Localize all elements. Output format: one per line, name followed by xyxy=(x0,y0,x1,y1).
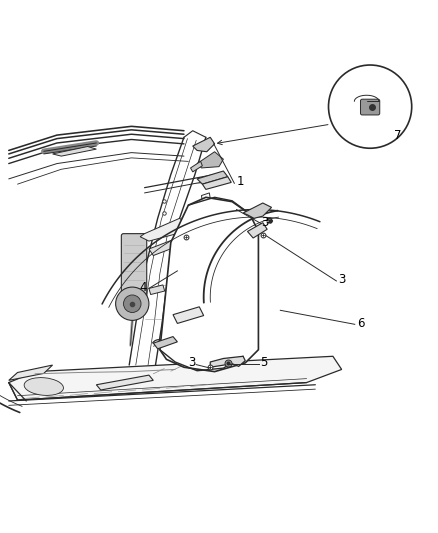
FancyBboxPatch shape xyxy=(360,99,380,115)
Polygon shape xyxy=(243,203,272,219)
Polygon shape xyxy=(9,365,53,381)
Text: 6: 6 xyxy=(357,317,364,330)
Polygon shape xyxy=(197,152,223,168)
Polygon shape xyxy=(149,285,165,295)
Text: 7: 7 xyxy=(394,130,402,142)
Polygon shape xyxy=(197,171,228,184)
Polygon shape xyxy=(193,138,215,152)
Circle shape xyxy=(124,295,141,312)
Text: 5: 5 xyxy=(260,357,268,369)
Text: 4: 4 xyxy=(139,281,147,294)
Text: 3: 3 xyxy=(339,273,346,286)
Polygon shape xyxy=(153,336,177,349)
Text: 3: 3 xyxy=(261,216,269,229)
Polygon shape xyxy=(160,197,258,372)
Text: 3: 3 xyxy=(188,357,196,369)
Circle shape xyxy=(328,65,412,148)
Text: 1: 1 xyxy=(237,175,244,189)
Polygon shape xyxy=(9,356,342,400)
Polygon shape xyxy=(149,238,182,255)
Polygon shape xyxy=(96,375,153,390)
Polygon shape xyxy=(173,307,204,324)
Polygon shape xyxy=(140,219,188,241)
Polygon shape xyxy=(191,161,202,172)
Polygon shape xyxy=(53,147,96,156)
Polygon shape xyxy=(202,177,231,189)
Polygon shape xyxy=(210,356,245,367)
FancyBboxPatch shape xyxy=(121,233,147,302)
Ellipse shape xyxy=(24,377,64,395)
Polygon shape xyxy=(247,223,267,238)
Circle shape xyxy=(116,287,149,320)
